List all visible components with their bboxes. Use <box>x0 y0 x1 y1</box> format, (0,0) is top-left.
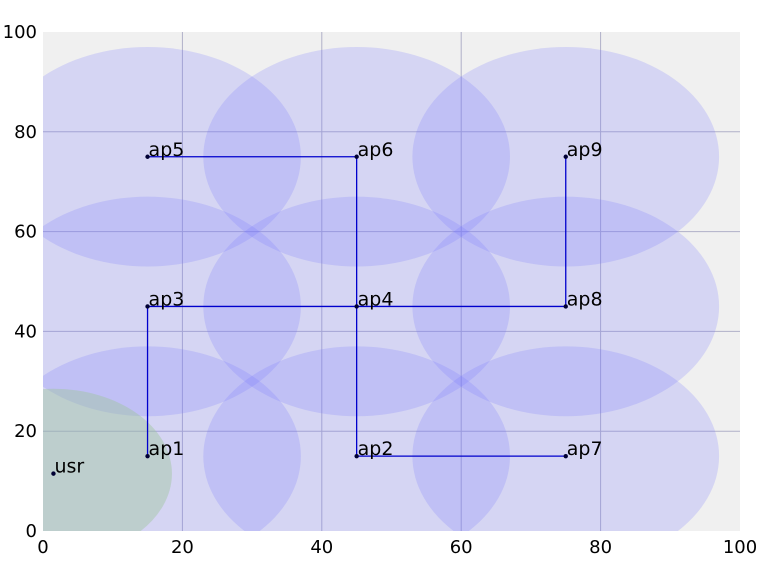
coverage-area-ap1 <box>43 346 301 531</box>
points: ap1 ap2 ap3 ap4 ap5 ap6 ap7 ap8 ap9 usr <box>51 139 603 478</box>
plot-area <box>43 32 740 531</box>
x-tick-label: 100 <box>723 537 757 558</box>
point-label-ap6: ap6 <box>358 139 394 161</box>
y-tick-label: 40 <box>14 321 37 342</box>
y-tick-label: 0 <box>26 521 37 542</box>
point-ap6 <box>354 154 359 159</box>
point-label-ap1: ap1 <box>149 438 185 460</box>
point-label-ap4: ap4 <box>358 288 394 310</box>
point-label-usr: usr <box>54 456 84 478</box>
x-tick-label: 40 <box>310 537 333 558</box>
tick-labels: 0 20 40 60 80 100 0 20 40 60 80 100 <box>3 22 758 558</box>
point-label-ap3: ap3 <box>149 288 185 310</box>
point-ap4 <box>354 304 359 309</box>
x-tick-label: 20 <box>171 537 194 558</box>
point-ap9 <box>563 154 568 159</box>
x-tick-label: 60 <box>450 537 473 558</box>
point-ap1 <box>145 453 150 459</box>
links <box>146 156 567 457</box>
y-tick-label: 80 <box>14 122 37 143</box>
grid <box>43 32 740 531</box>
y-tick-label: 100 <box>3 22 37 43</box>
point-ap8 <box>563 304 568 309</box>
point-usr <box>51 471 56 476</box>
coverage-area-ap7 <box>412 346 720 531</box>
point-label-ap9: ap9 <box>567 139 603 161</box>
point-label-ap7: ap7 <box>567 438 603 460</box>
point-label-ap5: ap5 <box>149 139 185 161</box>
point-label-ap8: ap8 <box>567 288 603 310</box>
point-ap3 <box>145 304 150 309</box>
y-tick-label: 20 <box>14 421 37 442</box>
x-tick-label: 0 <box>37 537 48 558</box>
y-tick-label: 60 <box>14 222 37 243</box>
point-ap2 <box>354 453 359 459</box>
point-label-ap2: ap2 <box>358 438 394 460</box>
user-coverage-area <box>43 388 172 531</box>
point-ap5 <box>145 154 150 159</box>
x-tick-label: 80 <box>589 537 612 558</box>
point-ap7 <box>563 453 568 459</box>
